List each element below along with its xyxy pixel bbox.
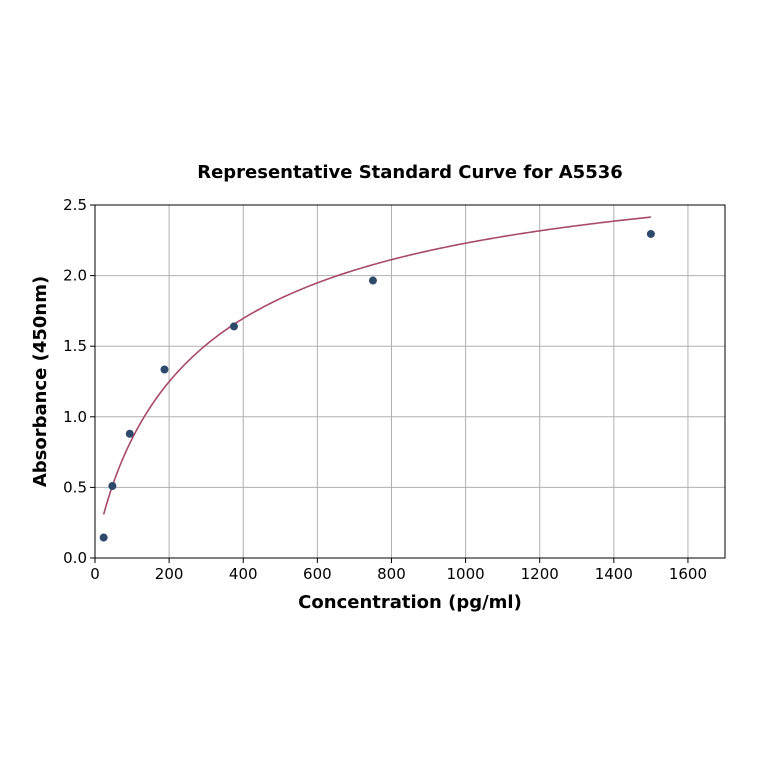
y-tick-label: 2.0: [63, 267, 87, 285]
chart-title: Representative Standard Curve for A5536: [197, 162, 623, 183]
y-tick-label: 2.5: [63, 196, 87, 214]
data-point: [125, 429, 134, 438]
x-tick-label: 200: [155, 565, 184, 583]
y-tick-label: 0.5: [63, 478, 87, 496]
data-point: [99, 533, 108, 542]
y-tick-label: 0.0: [63, 549, 87, 567]
data-points: [99, 229, 655, 542]
data-point: [368, 276, 377, 285]
x-tick-label: 600: [303, 565, 332, 583]
data-point: [229, 322, 238, 331]
plot-frame: [94, 204, 726, 559]
fit-curve-line: [102, 216, 651, 515]
x-tick-label: 0: [90, 565, 100, 583]
axis-ticks: 0 200 400 600 800 1000 1200 1400 1600 0.0 0.5 1.0 1.…: [63, 196, 707, 583]
data-point: [108, 481, 117, 490]
x-tick-label: 1000: [446, 565, 484, 583]
data-point: [160, 365, 169, 374]
x-tick-label: 1200: [521, 565, 559, 583]
x-tick-label: 400: [229, 565, 258, 583]
y-tick-label: 1.5: [63, 337, 87, 355]
x-tick-label: 1400: [595, 565, 633, 583]
x-axis-label: Concentration (pg/ml): [298, 592, 522, 613]
grid-lines: [94, 204, 725, 559]
x-tick-label: 800: [377, 565, 406, 583]
y-tick-label: 1.0: [63, 408, 87, 426]
y-axis-label: Absorbance (450nm): [30, 276, 51, 487]
x-tick-label: 1600: [669, 565, 707, 583]
data-point: [646, 229, 655, 238]
